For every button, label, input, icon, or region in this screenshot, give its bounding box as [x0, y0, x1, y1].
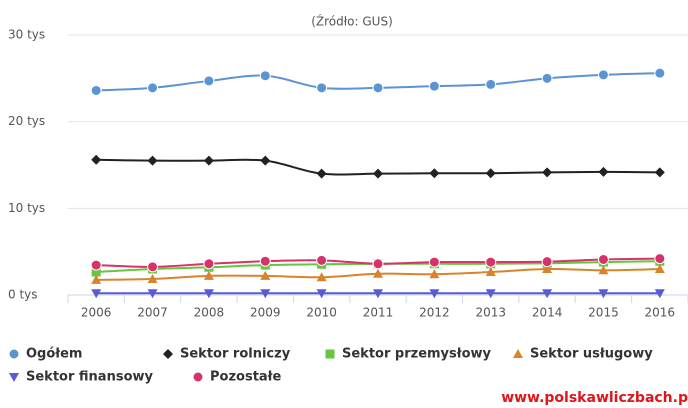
- point: [147, 82, 159, 94]
- point: [203, 270, 214, 280]
- y-tick-label: 10 tys: [8, 201, 45, 215]
- point: [203, 155, 214, 166]
- y-tick-label: 0 tys: [8, 288, 38, 302]
- x-tick-label: 2008: [194, 306, 225, 320]
- point: [542, 264, 553, 273]
- point: [373, 168, 383, 179]
- point: [485, 267, 496, 277]
- x-tick-label: 2006: [81, 306, 112, 320]
- legend-symbol: [163, 349, 173, 359]
- point: [429, 168, 440, 179]
- y-tick-label: 20 tys: [8, 114, 45, 128]
- point: [428, 80, 440, 92]
- x-tick-label: 2007: [137, 306, 168, 320]
- point: [654, 67, 666, 79]
- point: [260, 270, 271, 280]
- x-tick-label: 2016: [645, 306, 676, 320]
- point: [429, 269, 440, 279]
- point: [598, 166, 609, 177]
- point: [542, 167, 553, 178]
- point: [485, 256, 497, 268]
- point: [259, 70, 271, 82]
- legend-symbol: [8, 348, 20, 360]
- point: [598, 289, 609, 299]
- point: [91, 154, 102, 165]
- point: [91, 267, 101, 277]
- point: [147, 273, 158, 283]
- legend-symbol: [192, 371, 204, 383]
- x-tick-label: 2015: [588, 306, 619, 320]
- x-tick-label: 2010: [306, 306, 337, 320]
- point: [316, 289, 327, 299]
- point: [91, 289, 102, 299]
- point: [597, 253, 609, 265]
- point: [203, 289, 214, 299]
- legend-label: Sektor usługowy: [530, 347, 653, 362]
- point: [485, 168, 496, 179]
- legend-label: Sektor rolniczy: [180, 347, 291, 362]
- x-tick-label: 2009: [250, 306, 281, 320]
- point: [654, 264, 665, 273]
- legend-label: Ogółem: [26, 347, 82, 362]
- point: [372, 82, 384, 94]
- legend-symbol: [325, 349, 335, 359]
- legend-symbol: [9, 373, 19, 382]
- x-tick-label: 2011: [363, 306, 394, 320]
- point: [485, 289, 496, 299]
- point: [373, 268, 383, 278]
- point: [654, 167, 665, 178]
- point: [429, 289, 440, 299]
- point: [542, 289, 553, 299]
- y-tick-label: 30 tys: [8, 28, 45, 42]
- point: [597, 69, 609, 81]
- point: [654, 289, 665, 299]
- point: [91, 274, 102, 284]
- point: [485, 78, 497, 90]
- point: [428, 256, 440, 268]
- point: [147, 289, 158, 299]
- point: [372, 258, 384, 270]
- point: [260, 155, 271, 166]
- point: [147, 155, 158, 166]
- point: [316, 272, 327, 282]
- point: [316, 254, 328, 266]
- legend-label: Pozostałe: [210, 370, 282, 385]
- point: [316, 82, 328, 94]
- point: [260, 289, 271, 299]
- point: [373, 289, 383, 299]
- x-tick-label: 2014: [532, 306, 563, 320]
- watermark: www.polskawliczbach.p: [501, 390, 688, 406]
- point: [598, 265, 609, 275]
- point: [541, 72, 553, 84]
- x-tick-label: 2013: [475, 306, 506, 320]
- point: [541, 256, 553, 268]
- legend-symbol: [513, 349, 523, 358]
- point: [203, 258, 215, 270]
- legend-label: Sektor przemysłowy: [342, 347, 492, 362]
- legend-label: Sektor finansowy: [26, 370, 154, 385]
- point: [316, 168, 327, 179]
- point: [147, 261, 159, 273]
- point: [259, 255, 271, 267]
- point: [654, 253, 666, 265]
- x-tick-label: 2012: [419, 306, 450, 320]
- chart-subtitle: (Źródło: GUS): [311, 14, 393, 29]
- point: [203, 75, 215, 87]
- point: [90, 259, 102, 271]
- point: [90, 84, 102, 96]
